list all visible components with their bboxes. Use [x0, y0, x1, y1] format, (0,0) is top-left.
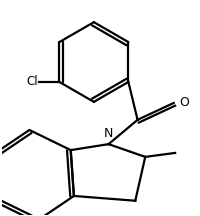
Text: O: O: [179, 97, 189, 110]
Text: N: N: [104, 127, 113, 140]
Text: Cl: Cl: [26, 75, 38, 88]
